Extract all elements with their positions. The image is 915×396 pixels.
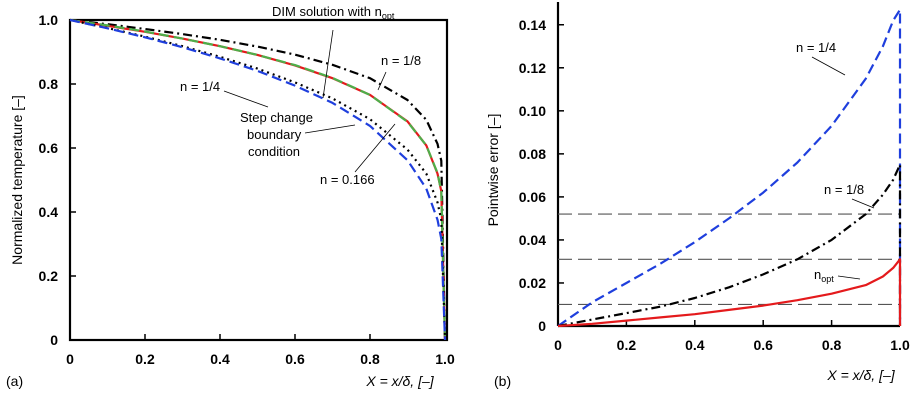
x-tick-label: 0.8	[360, 351, 380, 367]
y-tick-label: 0.06	[519, 189, 546, 205]
panel-b-series	[557, 8, 902, 328]
x-tick-label: 0.2	[135, 351, 155, 367]
panel-a-frame	[68, 18, 449, 342]
series-line-1	[557, 163, 902, 328]
panel-b-y-axis-label: Pointwise error [–]	[485, 114, 501, 227]
annotation-a-n-1-4: n = 1/4	[180, 79, 220, 94]
leader-a-n-1-4	[223, 90, 269, 108]
annotation-b-n-opt: nopt	[814, 267, 834, 284]
y-tick-label: 0.04	[519, 232, 546, 248]
panel-a-x-ticks: 0 0.2 0.4 0.6 0.8 1.0	[66, 334, 455, 367]
y-tick-label: 0.10	[519, 103, 546, 119]
annotation-step-change-3: condition	[248, 144, 300, 159]
leader-n-0166	[354, 123, 396, 173]
y-tick-label: 0.14	[519, 17, 546, 33]
series-line-2	[69, 18, 447, 341]
x-tick-label: 0.6	[285, 351, 305, 367]
panel-a-series	[69, 18, 447, 341]
x-tick-label: 0.6	[753, 337, 773, 353]
y-tick-label: 0.02	[519, 275, 546, 291]
y-tick-label: 0.8	[39, 76, 59, 92]
annotation-step-change-2: boundary	[247, 127, 302, 142]
y-tick-label: 0.4	[39, 204, 59, 220]
x-tick-label: 0.4	[685, 337, 705, 353]
x-tick-label: 1.0	[890, 337, 910, 353]
panel-a-label: (a)	[6, 373, 23, 389]
leader-b-n-opt	[837, 275, 861, 280]
leader-b-n-1-8	[851, 198, 875, 209]
y-tick-label: 0.6	[39, 140, 59, 156]
leader-b-n-1-4	[811, 56, 846, 76]
x-tick-label: 0.8	[822, 337, 842, 353]
x-tick-label: 0	[66, 351, 74, 367]
y-tick-label: 0	[50, 332, 58, 348]
y-tick-label: 0	[538, 318, 546, 334]
panel-a-x-axis-label: X = x/δ, [–]	[365, 373, 434, 389]
x-tick-label: 0	[554, 337, 562, 353]
annotation-b-n-1-8: n = 1/8	[824, 182, 864, 197]
leader-dim-solution	[322, 29, 334, 99]
y-tick-label: 1.0	[39, 12, 59, 28]
panel-a-y-axis-label: Normalized temperature [–]	[9, 95, 25, 265]
annotation-step-change-1: Step change	[240, 110, 313, 125]
x-tick-label: 1.0	[435, 351, 455, 367]
series-line-4	[69, 18, 447, 341]
series-line-0	[557, 8, 902, 327]
panel-b-x-axis-label: X = x/δ, [–]	[826, 367, 895, 383]
panel-a: 0 0.2 0.4 0.6 0.8 1.0 0 0.2 0.4 0.6 0.8 1.0 Normal…	[6, 4, 455, 389]
panel-b-label: (b)	[494, 373, 511, 389]
leader-a-n-1-8	[377, 71, 387, 91]
y-tick-label: 0.2	[39, 268, 59, 284]
x-tick-label: 0.2	[617, 337, 637, 353]
annotation-n-0166: n = 0.166	[320, 172, 375, 187]
x-tick-label: 0.4	[210, 351, 230, 367]
annotation-b-n-1-4: n = 1/4	[796, 40, 836, 55]
series-line-0	[69, 18, 447, 341]
panel-b: 0 0.02 0.04 0.06 0.08 0.10 0.12 0.14 0 0.2 0.4 0.6…	[485, 2, 910, 389]
y-tick-label: 0.08	[519, 146, 546, 162]
series-line-2	[557, 258, 902, 328]
y-tick-label: 0.12	[519, 60, 546, 76]
annotation-a-n-1-8: n = 1/8	[381, 53, 421, 68]
annotation-dim-solution: DIM solution with nopt	[272, 4, 395, 21]
series-line-3	[69, 18, 447, 341]
leader-step-change	[304, 124, 356, 134]
panel-b-reference-lines	[558, 213, 900, 306]
